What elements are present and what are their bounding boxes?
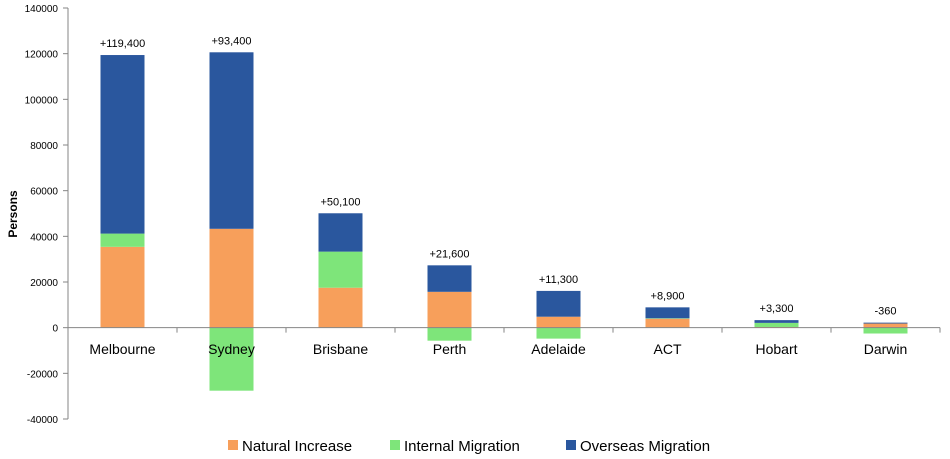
- bar-segment-natural-increase: [209, 228, 254, 328]
- x-axis: Melbourne Sydney Brisbane Perth Adelaide ACT H…: [68, 327, 941, 357]
- bar-segment-natural-increase: [100, 246, 145, 328]
- y-axis: -40000 -20000 0 20000 40000 60000 80000 100000 1…: [25, 4, 69, 426]
- bar-segment-overseas-migration: [863, 322, 908, 324]
- bar-segment-overseas-migration: [645, 307, 690, 319]
- bar-segment-internal-migration: [100, 233, 145, 247]
- data-label: +8,900: [651, 290, 685, 302]
- data-label: +11,300: [539, 274, 578, 286]
- bars: [100, 52, 908, 391]
- x-tick-label: Adelaide: [531, 341, 586, 357]
- bar-segment-internal-migration: [209, 327, 254, 391]
- data-label: +119,400: [100, 38, 145, 50]
- bar-segment-overseas-migration: [100, 55, 145, 234]
- bar-segment-natural-increase: [536, 316, 581, 328]
- bar-segment-internal-migration: [863, 327, 908, 334]
- x-tick-label: Perth: [433, 341, 466, 357]
- data-label: +21,600: [429, 248, 469, 260]
- legend-item: Natural Increase: [228, 438, 352, 455]
- bar-segment-natural-increase: [863, 323, 908, 328]
- bar-segment-natural-increase: [645, 318, 690, 328]
- legend-swatch: [228, 440, 238, 450]
- legend-label: Overseas Migration: [580, 438, 710, 455]
- legend-swatch: [566, 440, 576, 450]
- bar-segment-natural-increase: [427, 291, 472, 328]
- y-tick-label: 100000: [25, 95, 59, 106]
- x-tick-label: Hobart: [755, 341, 797, 357]
- x-tick-label: Melbourne: [89, 341, 155, 357]
- bar-segment-internal-migration: [754, 322, 799, 327]
- x-tick-label: Darwin: [864, 341, 908, 357]
- bar-segment-natural-increase: [318, 287, 363, 328]
- legend-item: Overseas Migration: [566, 438, 710, 455]
- bar-segment-internal-migration: [427, 327, 472, 341]
- y-axis-label: Persons: [6, 190, 20, 238]
- legend-swatch: [390, 440, 400, 450]
- bar-segment-overseas-migration: [427, 265, 472, 292]
- data-label: +93,400: [211, 35, 251, 47]
- legend: Natural Increase Internal Migration Overse…: [228, 438, 710, 455]
- y-tick-label: 120000: [25, 50, 59, 61]
- y-tick-label: 60000: [30, 187, 58, 198]
- data-label: +50,100: [320, 196, 360, 208]
- legend-label: Internal Migration: [404, 438, 520, 455]
- x-tick-label: ACT: [654, 341, 682, 357]
- y-tick-label: 0: [52, 324, 58, 335]
- y-tick-label: 40000: [30, 232, 58, 243]
- y-tick-label: 140000: [25, 4, 59, 15]
- bar-segment-overseas-migration: [209, 52, 254, 229]
- data-label: -360: [874, 306, 896, 318]
- legend-item: Internal Migration: [390, 438, 520, 455]
- bar-segment-overseas-migration: [754, 320, 799, 323]
- y-tick-label: -40000: [27, 415, 59, 426]
- data-label: +3,300: [760, 303, 794, 315]
- bar-segment-internal-migration: [536, 327, 581, 339]
- y-tick-label: 20000: [30, 278, 58, 289]
- bar-segment-overseas-migration: [536, 290, 581, 317]
- legend-label: Natural Increase: [242, 438, 352, 455]
- y-tick-label: -20000: [27, 369, 59, 380]
- bar-segment-overseas-migration: [318, 213, 363, 252]
- x-tick-label: Sydney: [208, 341, 255, 357]
- data-labels: +119,400 +93,400 +50,100 +21,600 +11,300 +8,9…: [100, 35, 897, 317]
- y-tick-label: 80000: [30, 141, 58, 152]
- x-tick-label: Brisbane: [313, 341, 368, 357]
- bar-segment-internal-migration: [318, 251, 363, 288]
